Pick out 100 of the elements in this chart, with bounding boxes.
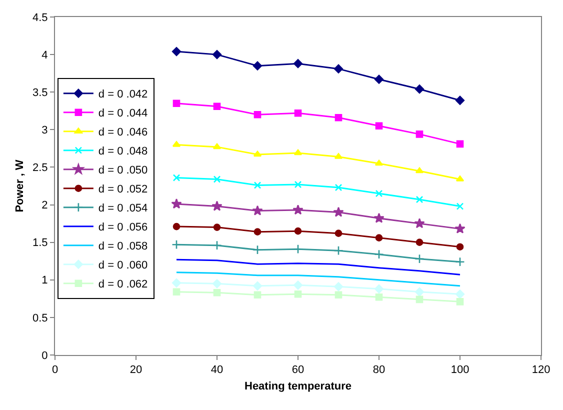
y-tick-label: 1.5 <box>32 237 48 250</box>
legend-label: d = 0 .046 <box>98 126 148 139</box>
point <box>455 96 465 105</box>
point <box>455 290 465 299</box>
point <box>172 278 182 288</box>
point <box>456 202 464 210</box>
point <box>294 227 302 235</box>
point <box>334 246 344 256</box>
point <box>374 160 384 166</box>
point <box>172 288 180 296</box>
point <box>374 74 384 84</box>
point <box>252 61 262 70</box>
point <box>254 110 262 118</box>
legend-label: d = 0 .044 <box>98 108 148 120</box>
point <box>294 290 302 298</box>
point <box>456 140 464 148</box>
point <box>212 143 222 150</box>
point <box>374 212 384 223</box>
point <box>172 47 182 56</box>
point <box>213 102 221 110</box>
y-tick-label: 3.5 <box>32 86 48 99</box>
point <box>212 279 222 288</box>
x-tick-label: 80 <box>372 364 386 376</box>
point <box>455 257 465 267</box>
line-series <box>176 272 461 287</box>
legend-label: d = 0 .048 <box>98 146 148 158</box>
legend-label: d = 0 .054 <box>98 202 148 215</box>
point <box>414 218 425 228</box>
y-tick-label: 4 <box>42 49 48 62</box>
point <box>172 174 180 182</box>
point <box>415 167 424 174</box>
point <box>416 238 424 246</box>
point <box>375 190 383 198</box>
point <box>171 198 182 209</box>
point <box>333 206 344 217</box>
legend-label: d = 0 .042 <box>98 88 148 101</box>
point <box>212 240 222 250</box>
legend-label: d = 0 .062 <box>98 278 148 291</box>
point <box>414 254 424 264</box>
point <box>254 228 262 236</box>
legend-label: d = 0 .050 <box>98 164 148 177</box>
point <box>253 150 262 157</box>
point <box>292 204 304 215</box>
x-tick-label: 0 <box>52 364 58 376</box>
point <box>456 243 464 250</box>
point <box>375 234 383 242</box>
point <box>172 100 180 108</box>
point <box>293 59 303 68</box>
point <box>375 294 383 301</box>
point <box>254 291 262 299</box>
point <box>334 64 344 74</box>
point <box>252 244 262 255</box>
legend-label: d = 0 .052 <box>98 184 148 196</box>
point <box>334 114 342 122</box>
point <box>213 289 221 296</box>
y-tick-label: 4.5 <box>32 12 48 24</box>
y-tick-label: 2 <box>42 200 48 212</box>
point <box>293 280 303 290</box>
point <box>416 130 424 138</box>
point <box>254 182 262 189</box>
point <box>334 184 342 192</box>
point <box>213 224 221 231</box>
point <box>454 223 466 234</box>
y-tick-label: 3 <box>42 124 48 137</box>
x-tick-label: 120 <box>532 364 550 376</box>
x-tick-label: 100 <box>450 364 470 376</box>
x-tick-label: 40 <box>210 364 224 376</box>
point <box>294 180 302 188</box>
x-axis-title: Heating temperature <box>244 380 352 392</box>
point <box>334 230 342 237</box>
point <box>294 149 302 156</box>
point <box>414 84 424 94</box>
y-tick-label: 2.5 <box>32 162 48 174</box>
point <box>374 284 384 294</box>
point <box>334 282 344 292</box>
y-tick-label: 0.5 <box>32 312 48 324</box>
point <box>456 298 464 306</box>
point <box>252 281 262 290</box>
y-tick-label: 0 <box>42 350 48 362</box>
x-tick-label: 60 <box>292 364 304 376</box>
legend-label: d = 0 .060 <box>98 260 148 272</box>
point <box>334 291 342 299</box>
point <box>375 122 383 130</box>
legend-label: d = 0 .056 <box>98 222 148 234</box>
point <box>212 200 222 211</box>
point <box>414 287 424 296</box>
point <box>294 109 302 117</box>
line-series <box>176 258 461 276</box>
point <box>416 296 424 304</box>
x-tick-label: 20 <box>130 364 142 376</box>
point <box>416 196 424 204</box>
y-tick-label: 1 <box>42 274 48 287</box>
point <box>212 50 222 60</box>
legend-label: d = 0 .058 <box>98 240 148 253</box>
point <box>252 205 263 216</box>
point <box>213 176 221 183</box>
y-axis-title: Power , W <box>14 159 26 212</box>
point <box>172 222 180 230</box>
point <box>374 250 384 260</box>
point <box>172 240 182 250</box>
